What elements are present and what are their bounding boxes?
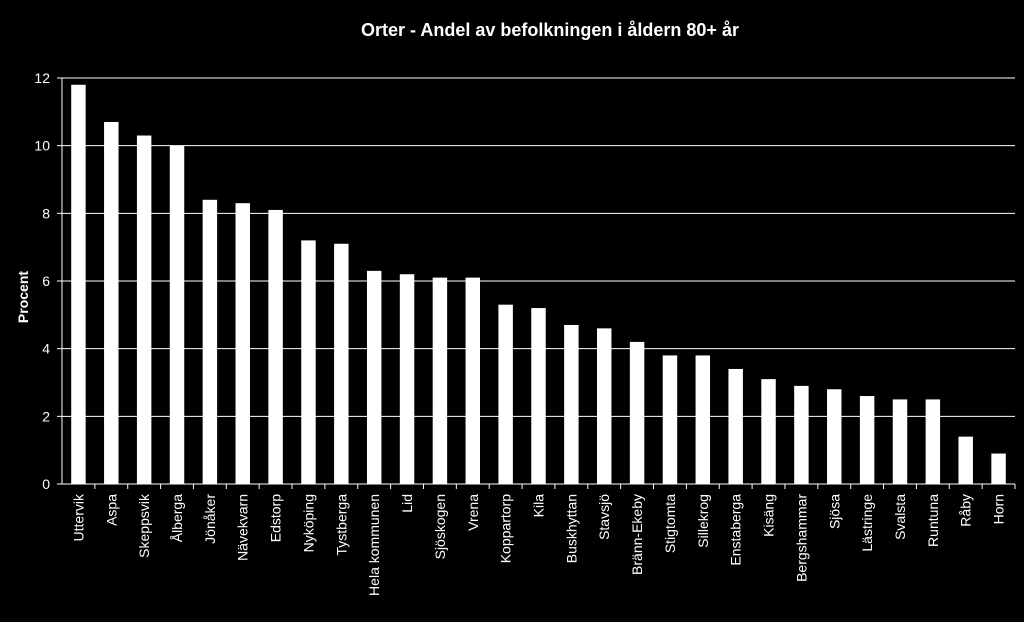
x-tick-label: Ålberga <box>169 494 185 542</box>
x-tick-label: Nyköping <box>300 494 316 552</box>
x-tick-label: Runtuna <box>925 494 941 547</box>
x-tick-label: Lästringe <box>859 494 875 552</box>
bar <box>498 304 513 484</box>
x-tick-label: Svalsta <box>892 494 908 540</box>
x-tick-label: Kisäng <box>761 494 777 537</box>
y-tick-label: 12 <box>34 70 50 86</box>
bar <box>991 453 1006 484</box>
x-tick-label: Jönåker <box>202 494 218 544</box>
bar <box>958 436 973 484</box>
bar <box>71 84 86 485</box>
axes <box>57 77 1016 489</box>
bar <box>662 355 678 484</box>
x-tick-label: Aspa <box>103 494 119 526</box>
bar <box>761 379 776 484</box>
bar <box>104 121 119 484</box>
x-tick-label: Sjöskogen <box>432 494 448 559</box>
bar <box>334 243 349 484</box>
gridlines <box>62 77 1015 417</box>
x-tick-label: Hela kommunen <box>366 494 382 596</box>
x-tick-label: Stigtomta <box>662 494 678 553</box>
y-tick-label: 4 <box>42 341 50 357</box>
x-tick-label: Lid <box>399 494 415 513</box>
bar <box>728 368 743 484</box>
bar <box>596 328 612 484</box>
x-tick-label: Enstaberga <box>728 494 744 566</box>
x-tick-label: Horn <box>991 494 1007 524</box>
bar <box>531 308 546 484</box>
x-tick-label: Bränn-Ekeby <box>629 494 645 575</box>
bar <box>268 209 283 484</box>
x-tick-label: Råby <box>958 494 974 527</box>
x-tick-label: Skeppsvik <box>136 493 152 558</box>
y-tick-label: 10 <box>34 138 50 154</box>
x-tick-labels: Uttervik Aspa Skeppsvik Ålberga Jönåker Nävek… <box>70 493 1006 596</box>
bar <box>695 355 711 484</box>
y-tick-label: 0 <box>42 476 50 492</box>
y-tick-label: 8 <box>42 205 50 221</box>
bar <box>399 274 415 484</box>
x-tick-label: Uttervik <box>70 493 86 541</box>
bar <box>629 341 645 484</box>
bar <box>136 135 152 484</box>
bar <box>301 240 316 484</box>
bar <box>235 203 250 484</box>
x-tick-label: Buskhyttan <box>563 494 579 563</box>
bar <box>859 396 875 484</box>
bar <box>827 389 842 484</box>
x-tick-label: Edstorp <box>268 494 284 542</box>
bar <box>925 399 941 484</box>
bar <box>564 324 579 484</box>
y-tick-labels: 0 2 4 6 8 10 12 <box>34 70 50 492</box>
bar <box>202 199 218 485</box>
bar <box>794 385 809 484</box>
x-tick-label: Vrena <box>465 494 481 531</box>
x-tick-label: Sillekrog <box>695 494 711 548</box>
x-tick-label: Kila <box>531 494 547 518</box>
bar <box>432 277 448 484</box>
y-axis-label: Procent <box>15 271 31 323</box>
x-tick-label: Tystberga <box>333 494 349 556</box>
y-tick-label: 6 <box>42 273 50 289</box>
y-tick-label: 2 <box>42 408 50 424</box>
chart-title: Orter - Andel av befolkningen i åldern 8… <box>361 20 739 40</box>
bar <box>169 145 185 484</box>
bar <box>892 399 908 484</box>
x-tick-label: Nävekvarn <box>235 494 251 561</box>
x-tick-label: Bergshammar <box>793 494 809 582</box>
x-tick-label: Sjösa <box>826 494 842 529</box>
x-tick-label: Koppartorp <box>498 494 514 563</box>
x-tick-label: Stavsjö <box>596 494 612 540</box>
bar <box>465 277 481 484</box>
bar <box>366 270 382 484</box>
bars <box>71 84 1006 485</box>
